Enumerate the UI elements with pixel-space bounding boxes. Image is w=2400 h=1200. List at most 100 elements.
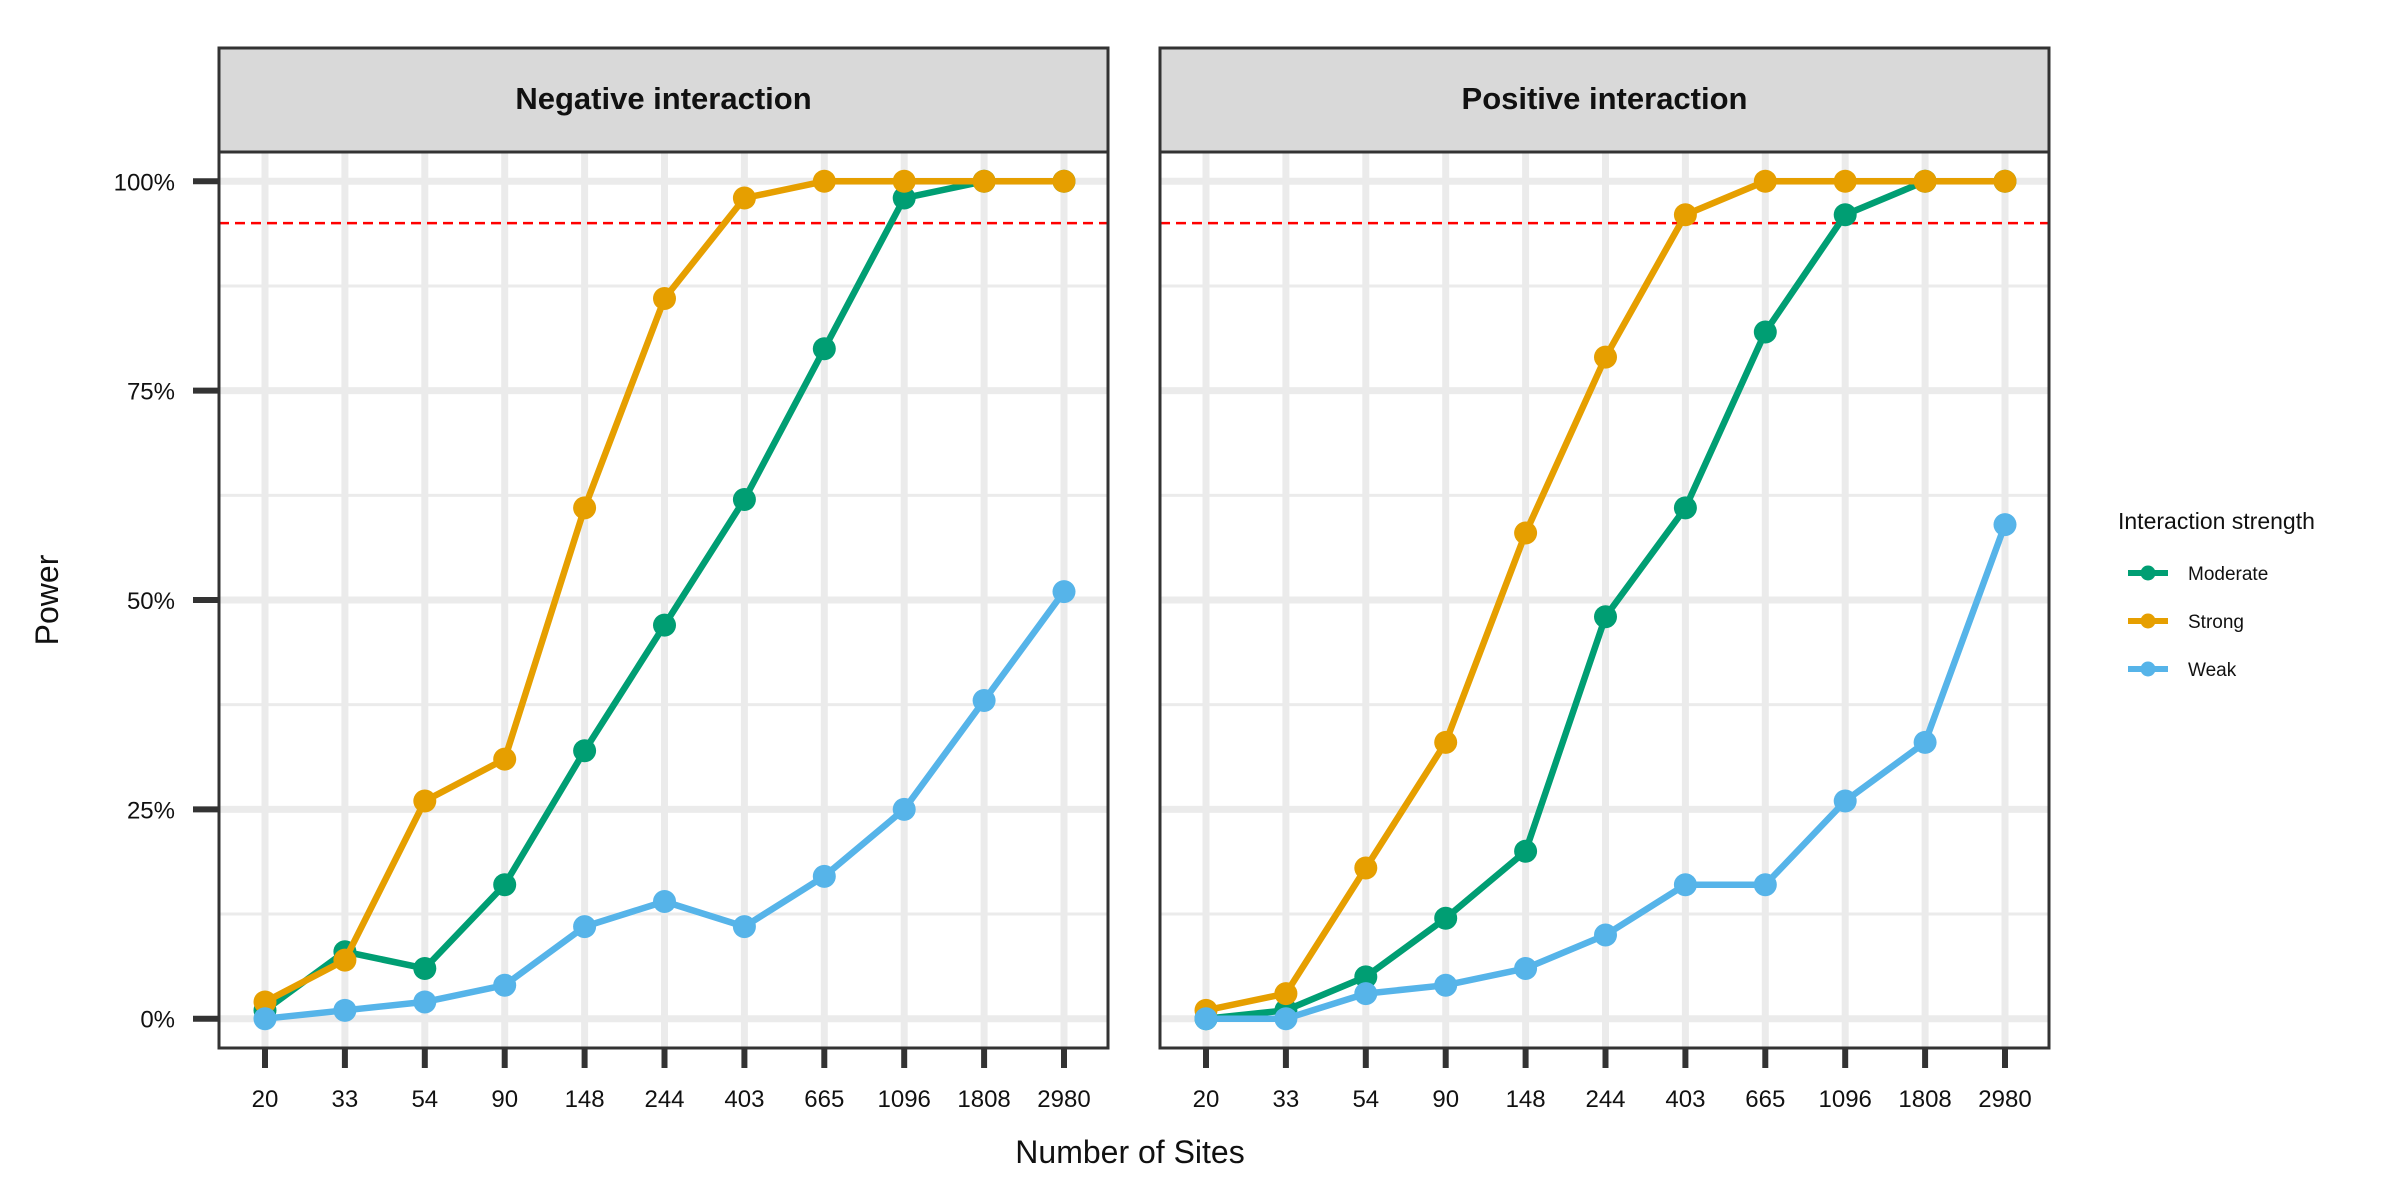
x-tick-label: 90 (1432, 1086, 1459, 1113)
y-tick-label: 75% (127, 379, 175, 406)
y-axis: 0% 25% 50% 75% 100% (114, 169, 219, 1034)
data-point (1514, 521, 1538, 545)
x-tick-label: 1096 (1819, 1086, 1872, 1113)
data-point (1354, 965, 1378, 989)
data-point (1434, 906, 1458, 930)
data-point (573, 915, 597, 939)
data-point (493, 747, 517, 771)
data-point (573, 496, 597, 520)
x-tick-label: 148 (565, 1086, 605, 1113)
series-strong (253, 169, 1076, 1014)
x-tick-label: 20 (1193, 1086, 1220, 1113)
x-axis: 20 33 54 90 148 244 403 665 1096 1808 2980 (252, 1048, 1091, 1113)
data-point (1673, 496, 1697, 520)
data-point (812, 337, 836, 361)
panel-1: Negative interaction 20 33 54 90 148 244 403 665… (114, 46, 1110, 1113)
data-point (253, 990, 277, 1014)
data-point (892, 186, 916, 210)
data-point (1354, 856, 1378, 880)
x-tick-label: 54 (411, 1086, 438, 1113)
legend-key-point (2140, 613, 2156, 629)
data-point (1753, 873, 1777, 897)
legend-title: Interaction strength (2118, 508, 2315, 534)
panels: Negative interaction 20 33 54 90 148 244 403 665… (114, 46, 2051, 1113)
data-point (493, 873, 517, 897)
y-tick-label: 0% (140, 1007, 175, 1034)
x-tick-label: 665 (804, 1086, 844, 1113)
legend-label: Weak (2188, 660, 2237, 681)
x-tick-label: 403 (724, 1086, 764, 1113)
legend-label: Strong (2188, 612, 2244, 633)
x-tick-label: 148 (1506, 1086, 1546, 1113)
data-point (1274, 1007, 1298, 1031)
data-point (1913, 730, 1937, 754)
data-point (892, 169, 916, 193)
data-point (732, 915, 756, 939)
legend-entry-strong: Strong (2128, 612, 2244, 633)
x-tick-label: 665 (1745, 1086, 1785, 1113)
data-point (1753, 320, 1777, 344)
data-point (413, 789, 437, 813)
data-point (1753, 169, 1777, 193)
panel-strip (217, 46, 1110, 154)
data-point (493, 973, 517, 997)
data-point (1194, 1007, 1218, 1031)
legend-entries: Moderate Strong Weak (2128, 564, 2268, 681)
panel-title: Negative interaction (515, 81, 811, 116)
series-strong (1194, 169, 2017, 1022)
data-point (1913, 169, 1937, 193)
data-point (653, 613, 676, 637)
data-point (1993, 169, 2017, 193)
data-point (1354, 982, 1378, 1006)
x-axis: 20 33 54 90 148 244 403 665 1096 1808 2980 (1193, 1048, 2032, 1113)
data-point (732, 186, 756, 210)
x-tick-label: 20 (252, 1086, 279, 1113)
x-tick-label: 244 (644, 1086, 684, 1113)
x-tick-label: 1096 (878, 1086, 931, 1113)
legend-key-point (2140, 565, 2156, 581)
data-point (1833, 203, 1857, 227)
data-point (1673, 203, 1697, 227)
legend-entry-weak: Weak (2128, 660, 2237, 681)
data-point (1514, 839, 1538, 863)
data-point (1434, 730, 1458, 754)
x-tick-label: 54 (1352, 1086, 1379, 1113)
data-point (1833, 169, 1857, 193)
panel-strip (1158, 46, 2051, 154)
data-point (333, 998, 357, 1022)
grid (219, 152, 1108, 1048)
legend-entry-moderate: Moderate (2128, 564, 2268, 585)
y-tick-label: 100% (114, 169, 175, 196)
data-point (253, 1007, 277, 1031)
data-point (812, 169, 836, 193)
data-point (1993, 513, 2017, 537)
data-point (1673, 873, 1697, 897)
y-tick-label: 50% (127, 588, 175, 615)
x-tick-label: 2980 (1978, 1086, 2031, 1113)
data-point (812, 864, 836, 888)
data-point (1833, 789, 1857, 813)
data-point (1052, 580, 1076, 604)
series-weak (253, 580, 1076, 1031)
y-axis-title: Power (29, 554, 65, 645)
data-point (653, 287, 676, 311)
x-tick-label: 33 (1273, 1086, 1300, 1113)
data-point (1594, 345, 1617, 369)
y-tick-label: 25% (127, 797, 175, 824)
x-tick-label: 90 (491, 1086, 518, 1113)
x-axis-title: Number of Sites (1015, 1134, 1244, 1170)
data-point (1594, 923, 1617, 947)
data-point (333, 948, 357, 972)
x-tick-label: 1808 (957, 1086, 1010, 1113)
data-point (972, 169, 996, 193)
data-point (413, 956, 437, 980)
data-point (1274, 982, 1298, 1006)
data-point (1514, 956, 1538, 980)
x-tick-label: 403 (1665, 1086, 1705, 1113)
x-tick-label: 1808 (1898, 1086, 1951, 1113)
data-point (1594, 605, 1617, 629)
data-point (1434, 973, 1458, 997)
legend: Interaction strength Moderate Strong Weak (2118, 508, 2315, 681)
data-point (573, 739, 597, 763)
